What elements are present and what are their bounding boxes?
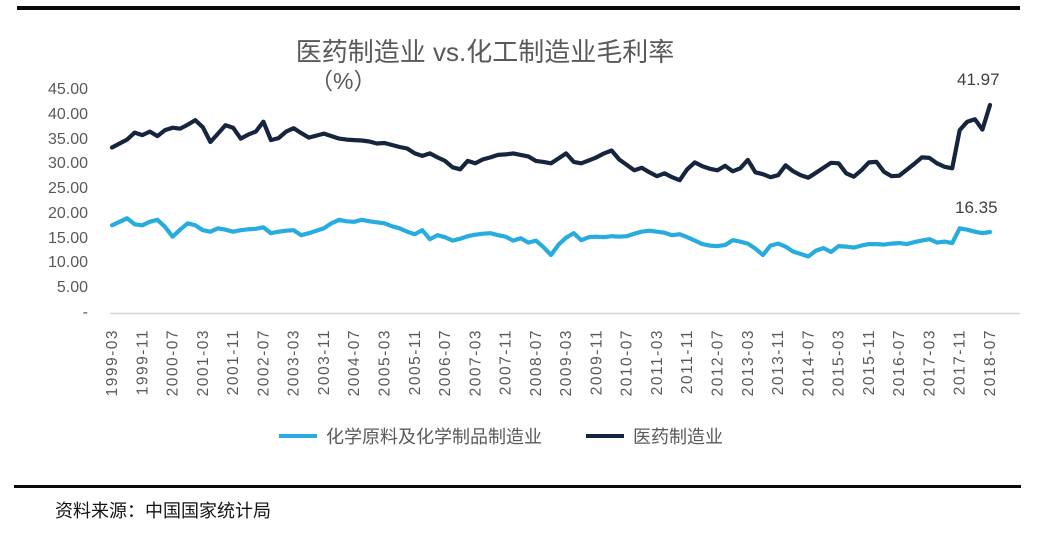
x-tick-label: 2009-03 bbox=[558, 329, 575, 396]
y-tick-label: 20.00 bbox=[47, 204, 88, 222]
x-tick-label: 2018-07 bbox=[982, 329, 999, 396]
y-tick-label: - bbox=[82, 304, 88, 321]
y-tick-label: 25.00 bbox=[47, 180, 88, 198]
x-tick-label: 2002-07 bbox=[255, 329, 272, 396]
x-tick-label: 2017-11 bbox=[952, 329, 969, 395]
x-tick-label: 2001-11 bbox=[225, 329, 242, 395]
y-tick-label: 15.00 bbox=[47, 229, 88, 247]
legend-item-pharma: 医药制造业 bbox=[586, 423, 723, 449]
x-tick-label: 2008-07 bbox=[528, 329, 545, 396]
chemical-end-value-label: 16.35 bbox=[955, 198, 998, 217]
x-tick-label: 2014-07 bbox=[800, 329, 817, 396]
chart-title: 医药制造业 vs.化工制造业毛利率 bbox=[295, 37, 675, 67]
x-tick-label: 2017-03 bbox=[921, 329, 938, 396]
x-tick-label: 2005-03 bbox=[376, 329, 393, 396]
y-tick-label: 35.00 bbox=[47, 130, 88, 148]
x-tick-label: 2003-11 bbox=[316, 329, 333, 395]
x-tick-label: 2007-11 bbox=[498, 329, 515, 395]
chemical-line-swatch bbox=[279, 434, 317, 438]
x-tick-label: 2000-07 bbox=[165, 329, 182, 396]
legend-label-pharma: 医药制造业 bbox=[633, 427, 723, 447]
chart-unit-label: （%） bbox=[310, 68, 377, 94]
x-tick-label: 2016-07 bbox=[891, 329, 908, 396]
x-tick-label: 2015-11 bbox=[861, 329, 878, 395]
y-tick-label: 5.00 bbox=[56, 279, 88, 297]
x-tick-label: 2015-03 bbox=[831, 329, 848, 396]
chart-legend: 化学原料及化学制品制造业 医药制造业 bbox=[0, 423, 1002, 449]
x-tick-label: 2003-03 bbox=[286, 329, 303, 396]
x-tick-label: 2005-11 bbox=[407, 329, 424, 395]
x-tick-label: 2006-07 bbox=[437, 329, 454, 396]
series-line-pharma bbox=[109, 102, 993, 183]
top-divider bbox=[17, 6, 1020, 10]
series-line-chemical bbox=[109, 216, 993, 259]
legend-item-chemical: 化学原料及化学制品制造业 bbox=[279, 423, 542, 449]
pharma-end-value-label: 41.97 bbox=[957, 70, 1000, 89]
x-tick-label: 1999-11 bbox=[134, 329, 151, 395]
x-tick-label: 2010-07 bbox=[619, 329, 636, 396]
x-tick-label: 2011-03 bbox=[649, 329, 666, 395]
x-tick-label: 2009-11 bbox=[588, 329, 605, 395]
y-tick-label: 40.00 bbox=[47, 105, 88, 123]
x-tick-label: 2013-03 bbox=[740, 329, 757, 396]
y-tick-label: 10.00 bbox=[47, 254, 88, 272]
source-note: 资料来源：中国国家统计局 bbox=[55, 501, 271, 521]
x-tick-label: 2012-07 bbox=[710, 329, 727, 396]
x-tick-label: 2013-11 bbox=[770, 329, 787, 395]
y-tick-label: 45.00 bbox=[47, 81, 88, 98]
x-tick-label: 2004-07 bbox=[346, 329, 363, 396]
y-tick-label: 30.00 bbox=[47, 155, 88, 173]
x-tick-label: 2001-03 bbox=[195, 329, 212, 396]
x-tick-label: 2011-11 bbox=[679, 329, 696, 394]
x-tick-label: 2007-03 bbox=[467, 329, 484, 396]
x-tick-label: 1999-03 bbox=[104, 329, 121, 396]
pharma-line-swatch bbox=[586, 434, 624, 438]
legend-label-chemical: 化学原料及化学制品制造业 bbox=[326, 427, 542, 447]
bottom-divider bbox=[14, 485, 1021, 488]
